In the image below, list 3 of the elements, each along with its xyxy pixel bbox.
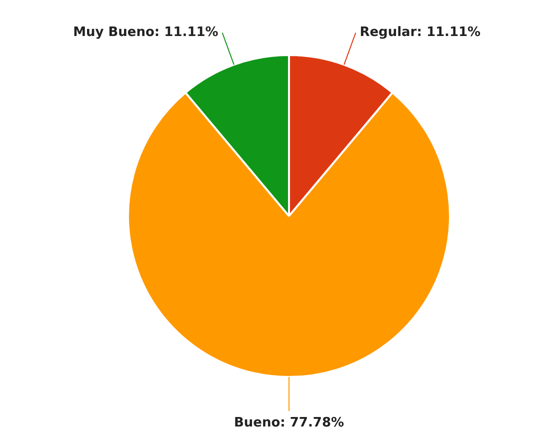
data-label: Muy Bueno: 11.11% (73, 25, 218, 40)
data-label: Regular: 11.11% (360, 25, 481, 40)
data-label: Bueno: 77.78% (234, 415, 344, 430)
